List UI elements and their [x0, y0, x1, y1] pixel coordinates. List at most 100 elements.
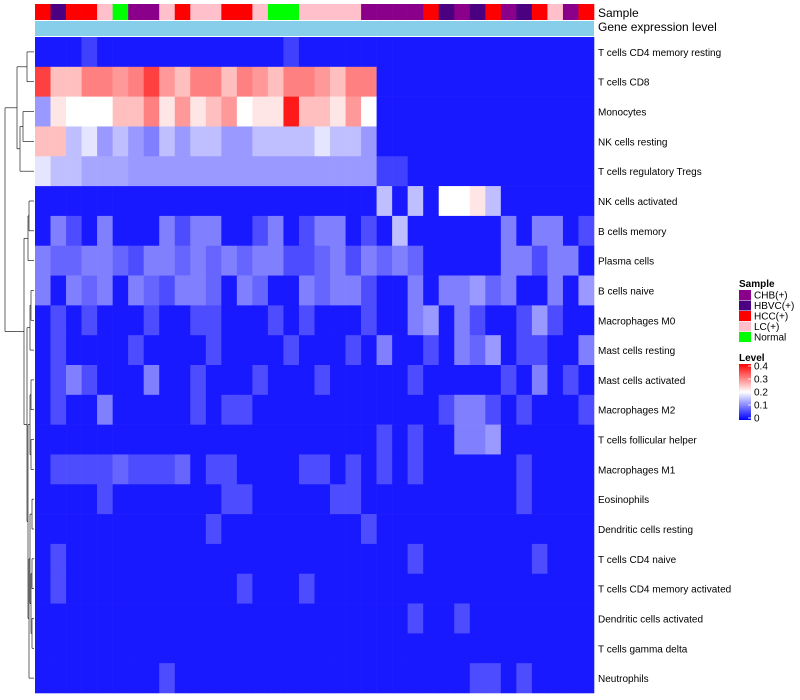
heatmap-cell	[267, 394, 284, 425]
heatmap-cell	[407, 275, 424, 306]
heatmap-cell	[423, 186, 440, 217]
heatmap-cell	[500, 484, 517, 515]
heatmap-cell	[97, 573, 113, 604]
heatmap-cell	[35, 573, 51, 604]
heatmap-cell	[578, 245, 595, 276]
sample-cell	[314, 4, 331, 20]
heatmap-cell	[562, 156, 579, 187]
heatmap-cell	[221, 454, 238, 485]
heatmap-cell	[330, 663, 346, 694]
heatmap-cell	[330, 335, 346, 366]
heatmap-cell	[469, 156, 486, 187]
heatmap-cell	[159, 66, 176, 97]
heatmap-cell	[562, 305, 579, 336]
heatmap-cell	[128, 633, 144, 664]
heatmap-cell	[143, 633, 160, 664]
heatmap-cell	[81, 156, 98, 187]
sample-legend-label: LC(+)	[754, 322, 779, 333]
heatmap-cell	[407, 484, 424, 515]
heatmap-cell	[81, 633, 98, 664]
heatmap-cell	[423, 245, 440, 276]
heatmap-cell	[267, 215, 284, 247]
sample-cell	[143, 4, 160, 20]
heatmap-cell	[361, 126, 377, 157]
heatmap-cell	[531, 275, 548, 306]
heatmap-cell	[236, 275, 253, 306]
heatmap-cell	[392, 275, 408, 306]
sample-cell	[531, 4, 548, 20]
heatmap-cell	[485, 365, 502, 396]
sample-cell	[205, 4, 222, 20]
heatmap-cell	[500, 394, 517, 425]
heatmap-cell	[469, 275, 486, 306]
heatmap-cell	[562, 424, 579, 455]
heatmap-cell	[485, 484, 502, 515]
heatmap-cell	[221, 37, 238, 68]
heatmap-cell	[516, 215, 533, 247]
heatmap-cell	[50, 126, 67, 157]
heatmap-cell	[159, 96, 176, 127]
sample-cell	[221, 4, 238, 20]
heatmap-cell	[531, 454, 548, 485]
heatmap-cell	[376, 543, 393, 575]
heatmap-cell	[438, 543, 455, 575]
heatmap-cell	[469, 603, 486, 634]
heatmap-cells	[35, 37, 595, 694]
heatmap-cell	[578, 156, 595, 187]
heatmap-cell	[407, 514, 424, 545]
heatmap-cell	[190, 424, 207, 455]
heatmap-cell	[345, 663, 362, 694]
sample-cell	[283, 4, 300, 20]
heatmap-cell	[407, 543, 424, 575]
heatmap-cell	[454, 275, 471, 306]
heatmap-cell	[500, 245, 517, 276]
heatmap-cell	[376, 186, 393, 217]
sample-cell	[562, 4, 579, 20]
heatmap-cell	[438, 603, 455, 634]
level-legend-gradient	[739, 364, 751, 420]
heatmap-cell	[205, 96, 222, 127]
level-legend-tick-label: 0.3	[754, 375, 768, 386]
heatmap-cell	[485, 424, 502, 455]
heatmap-cell	[485, 335, 502, 366]
heatmap-cell	[35, 514, 51, 545]
heatmap-cell	[128, 37, 144, 68]
heatmap-cell	[578, 215, 595, 247]
heatmap-cell	[97, 543, 113, 575]
heatmap-cell	[438, 126, 455, 157]
heatmap-cell	[361, 394, 377, 425]
heatmap-cell	[407, 394, 424, 425]
heatmap-cell	[252, 37, 269, 68]
heatmap-cell	[314, 514, 331, 545]
heatmap-cell	[361, 305, 377, 336]
heatmap-cell	[531, 96, 548, 127]
sample-legend-label: Normal	[754, 333, 786, 344]
heatmap-cell	[298, 126, 315, 157]
heatmap-cell	[190, 365, 207, 396]
heatmap-cell	[159, 186, 176, 217]
heatmap-cell	[283, 245, 300, 276]
heatmap-cell	[454, 543, 471, 575]
heatmap-cell	[252, 424, 269, 455]
heatmap-cell	[298, 305, 315, 336]
heatmap-cell	[361, 484, 377, 515]
sample-legend-swatch	[739, 321, 751, 332]
heatmap-cell	[330, 394, 346, 425]
heatmap-cell	[174, 365, 191, 396]
heatmap-cell	[236, 305, 253, 336]
heatmap-cell	[330, 484, 346, 515]
heatmap-cell	[469, 365, 486, 396]
heatmap-cell	[578, 66, 595, 97]
sample-cell	[159, 4, 176, 20]
heatmap-cell	[531, 484, 548, 515]
heatmap-cell	[174, 514, 191, 545]
heatmap-cell	[205, 394, 222, 425]
heatmap-cell	[298, 215, 315, 247]
heatmap-cell	[50, 484, 67, 515]
sample-legend-label: HBVC(+)	[754, 301, 794, 312]
sample-cell	[345, 4, 362, 20]
heatmap-cell	[547, 96, 564, 127]
heatmap-cell	[314, 275, 331, 306]
heatmap-cell	[361, 454, 377, 485]
